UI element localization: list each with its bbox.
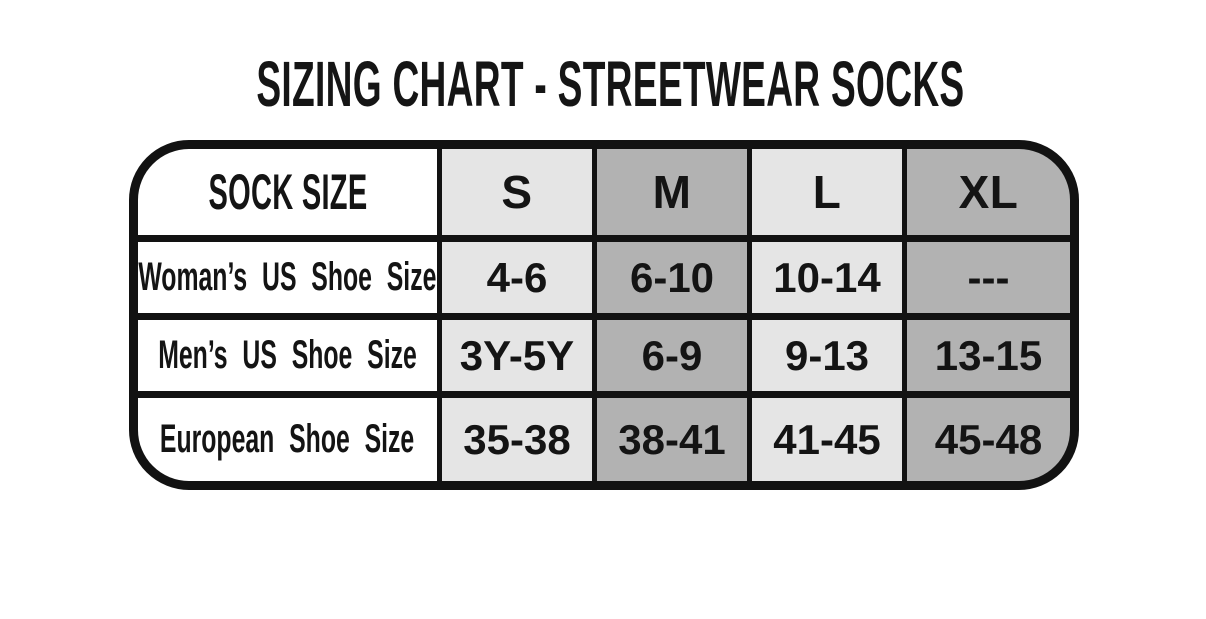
sizing-table: SOCK SIZE S M L XL Woman’s US Shoe Size … [129, 140, 1079, 490]
page-title-text: SIZING CHART - STREETWEAR SOCKS [256, 48, 965, 120]
row-label-mens-us: Men’s US Shoe Size [138, 320, 437, 391]
cell-european-l: 41-45 [752, 398, 902, 481]
col-header-m: M [597, 149, 747, 235]
cell-european-s: 35-38 [442, 398, 592, 481]
cell-european-m: 38-41 [597, 398, 747, 481]
cell-mens-xl: 13-15 [907, 320, 1070, 391]
cell-womans-l: 10-14 [752, 242, 902, 313]
row-label-european: European Shoe Size [138, 398, 437, 481]
cell-mens-s: 3Y-5Y [442, 320, 592, 391]
cell-womans-s: 4-6 [442, 242, 592, 313]
cell-womans-xl: --- [907, 242, 1070, 313]
col-header-s: S [442, 149, 592, 235]
col-header-l: L [752, 149, 902, 235]
page-title: SIZING CHART - STREETWEAR SOCKS [0, 52, 1206, 116]
row-label-womans-us: Woman’s US Shoe Size [138, 242, 437, 313]
cell-mens-m: 6-9 [597, 320, 747, 391]
cell-european-xl: 45-48 [907, 398, 1070, 481]
col-header-sock-size: SOCK SIZE [138, 149, 437, 235]
col-header-xl: XL [907, 149, 1070, 235]
cell-mens-l: 9-13 [752, 320, 902, 391]
cell-womans-m: 6-10 [597, 242, 747, 313]
